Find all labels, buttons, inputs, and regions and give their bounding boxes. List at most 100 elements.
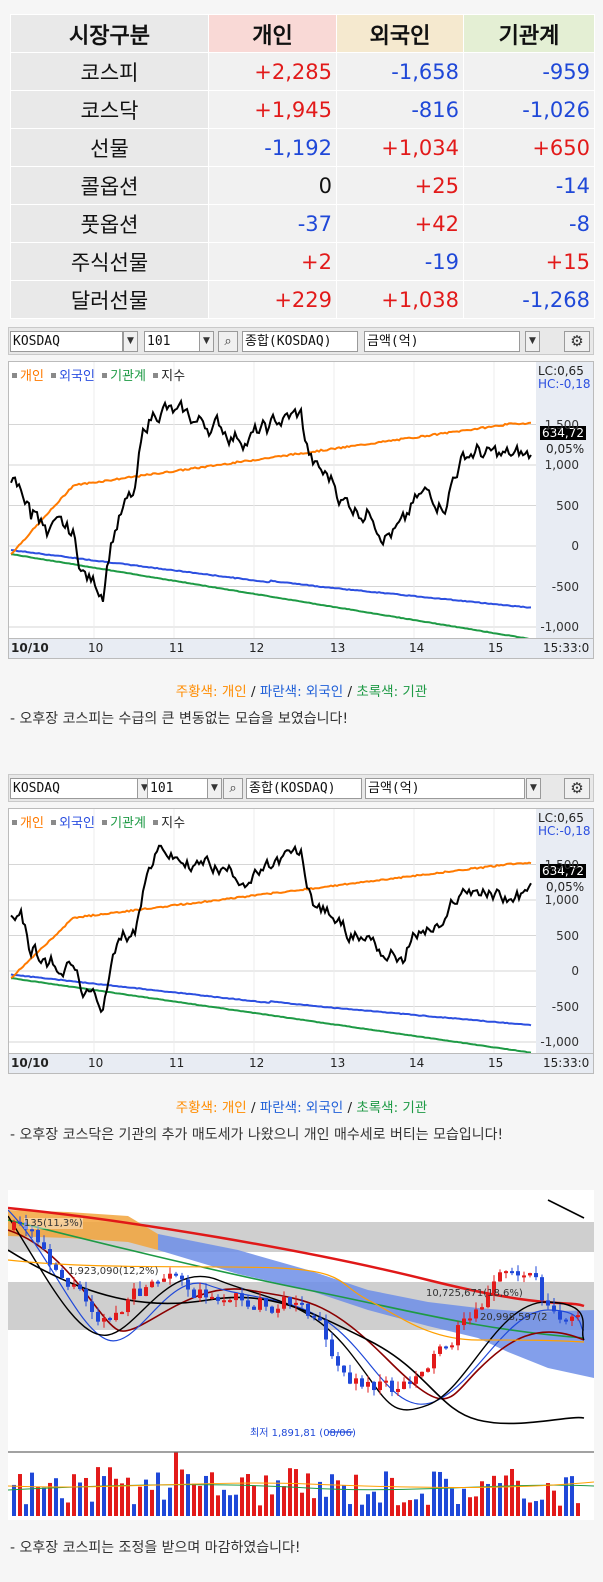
chevron-down-icon[interactable]: ▼ [525,331,540,352]
unit-select[interactable]: 금액(억) [364,331,520,352]
ma-5-line [8,1215,585,1411]
code-input[interactable]: 101 [147,778,208,799]
candle-body [216,1296,220,1301]
candle-body [168,1273,172,1279]
candle-body [384,1380,388,1383]
volume-bar [330,1474,334,1516]
institution-cell: -14 [463,166,595,205]
candle-body [558,1311,562,1320]
x-tick-label: 10/10 [11,641,49,655]
individual-cell: +2,285 [208,52,337,91]
chart1-plot [9,362,536,638]
gear-icon[interactable]: ⚙ [564,331,590,352]
y-axis-area [536,362,593,638]
y-tick-label: 0 [571,964,579,978]
candle-body [108,1317,112,1321]
candle-body [18,1221,22,1224]
market-cell: 달러선물 [10,280,209,319]
unit-select[interactable]: 금액(억) [365,778,525,799]
chevron-down-icon[interactable]: ▼ [526,778,541,799]
volume-bar [552,1490,556,1516]
volume-bar [534,1501,538,1516]
volume-bar [162,1499,166,1516]
chevron-down-icon[interactable]: ▼ [199,331,214,352]
foreign-cell: -19 [336,242,464,281]
table-row: 코스피 +2,285 -1,658 -959 [10,52,595,91]
y-tick-label: -1,000 [540,1035,579,1049]
candle-body [336,1356,340,1366]
candle-body [396,1388,400,1392]
volume-bar [48,1482,52,1516]
candle-body [456,1325,460,1346]
caption-blue: 파란색: 외국인 [259,1100,344,1116]
candle-body [480,1307,484,1310]
candle-body [276,1308,280,1313]
volume-bar [444,1478,448,1516]
volume-bar [378,1502,382,1516]
header-institution: 기관계 [463,14,595,53]
chevron-down-icon[interactable]: ▼ [207,778,222,799]
caption-sep: / [343,1100,357,1116]
search-icon[interactable]: ⌕ [223,778,243,799]
index-field[interactable]: 종합(KOSDAQ) [242,331,358,352]
volume-bar [390,1477,394,1516]
hc-label: HC:-0,18 [538,824,591,838]
chevron-down-icon[interactable]: ▼ [123,331,138,352]
volume-ma-line [8,1481,594,1488]
volume-bar [210,1472,214,1516]
volume-bar [336,1480,340,1516]
volume-bar [420,1493,424,1516]
candle-body [408,1381,412,1384]
candle-body [42,1242,46,1250]
candle-body [132,1288,136,1300]
candle-body [330,1339,334,1357]
volume-bar [198,1485,202,1516]
code-input[interactable]: 101 [144,331,200,352]
candle-body [342,1365,346,1373]
volume-bar [546,1483,550,1516]
candle-body [24,1222,28,1230]
volume-bar [438,1471,442,1516]
x-tick-label: 11 [169,641,185,655]
legend-foreign: 외국인 [59,369,95,384]
caption-sep: / [343,684,357,700]
volume-bar [360,1504,364,1516]
candle-body [318,1317,322,1321]
candle-body [228,1300,232,1303]
individual-cell: -1,192 [208,128,337,167]
x-tick-label: 12 [249,641,265,655]
label-low: 최저 1,891,81 (08/06) [250,1428,356,1439]
candle-body [570,1316,574,1321]
volume-bar [510,1468,514,1516]
candle-body [84,1289,88,1302]
index-field[interactable]: 종합(KOSDAQ) [246,778,362,799]
volume-bar [492,1475,496,1516]
volume-bar [348,1504,352,1516]
volume-bar [366,1494,370,1516]
y-tick-label: -500 [551,579,579,594]
volume-bar [294,1469,298,1516]
volume-bar [414,1499,418,1516]
candle-body [234,1293,238,1301]
gear-icon[interactable]: ⚙ [564,778,590,799]
search-icon[interactable]: ⌕ [218,331,238,352]
candle-body [552,1305,556,1312]
volume-bar [408,1500,412,1516]
candle-body [210,1296,214,1299]
table-header-row: 시장구분 개인 외국인 기관계 [10,14,595,53]
market-select[interactable]: KOSDAQ [10,778,138,799]
volume-bar [138,1486,142,1516]
institution-cell: +650 [463,128,595,167]
foreign-cell: +42 [336,204,464,243]
candle-body [126,1299,130,1313]
ma-60-line [8,1219,585,1339]
price-tag: 634,72 [540,864,586,878]
candle-body [444,1346,448,1349]
volume-bar [144,1479,148,1516]
note-2: - 오후장 코스닥은 기관의 추가 매도세가 나왔으니 개인 매수세로 버티는 … [10,1127,504,1143]
candle-body [486,1293,490,1308]
market-select[interactable]: KOSDAQ [10,331,123,352]
x-tick-label: 10 [88,1056,104,1070]
foreign-cell: +1,034 [336,128,464,167]
candle-body [468,1318,472,1321]
